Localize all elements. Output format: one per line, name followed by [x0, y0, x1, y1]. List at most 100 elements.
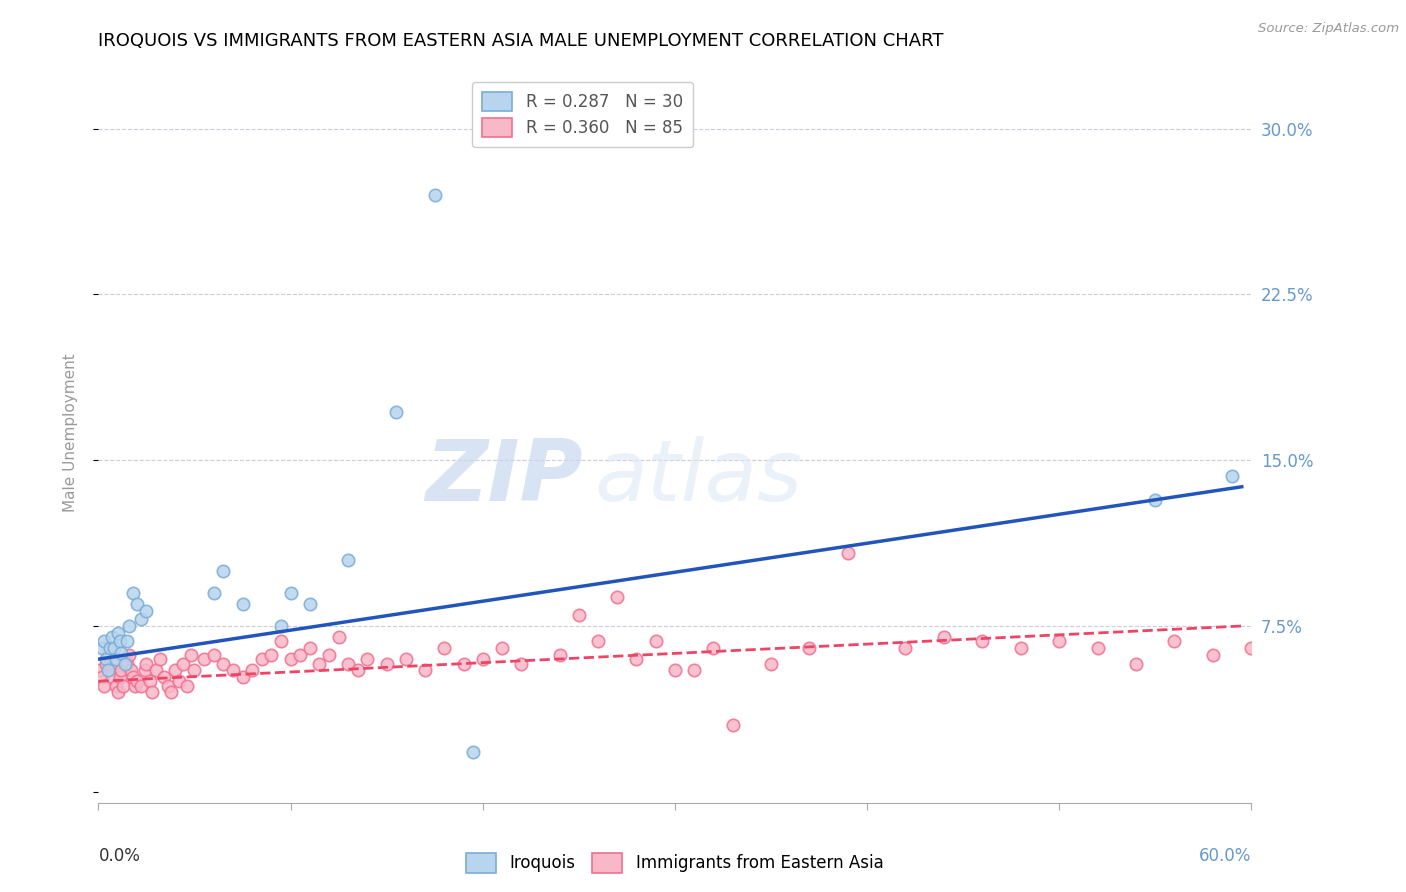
- Point: [626, 652, 648, 666]
- Point: [183, 663, 205, 677]
- Point: [231, 597, 254, 611]
- Point: [117, 634, 139, 648]
- Point: [298, 597, 321, 611]
- Point: [117, 657, 139, 671]
- Point: [1087, 641, 1109, 656]
- Point: [91, 670, 114, 684]
- Y-axis label: Male Unemployment: Male Unemployment: [63, 353, 77, 512]
- Point: [160, 685, 183, 699]
- Point: [270, 634, 292, 648]
- Point: [664, 663, 686, 677]
- Point: [135, 657, 157, 671]
- Point: [644, 634, 666, 648]
- Point: [202, 648, 225, 662]
- Point: [152, 670, 174, 684]
- Point: [114, 652, 136, 666]
- Point: [260, 648, 283, 662]
- Point: [759, 657, 782, 671]
- Point: [1010, 641, 1032, 656]
- Point: [107, 625, 129, 640]
- Point: [94, 652, 117, 666]
- Point: [606, 591, 628, 605]
- Point: [1220, 468, 1243, 483]
- Point: [93, 679, 115, 693]
- Point: [110, 663, 132, 677]
- Point: [433, 641, 456, 656]
- Point: [290, 648, 312, 662]
- Point: [453, 657, 475, 671]
- Point: [180, 648, 202, 662]
- Point: [1144, 493, 1167, 508]
- Point: [471, 652, 494, 666]
- Point: [193, 652, 215, 666]
- Point: [129, 612, 152, 626]
- Point: [231, 670, 254, 684]
- Point: [463, 745, 485, 759]
- Point: [568, 607, 591, 622]
- Point: [108, 670, 131, 684]
- Point: [395, 652, 418, 666]
- Point: [280, 586, 302, 600]
- Point: [298, 641, 321, 656]
- Point: [118, 648, 141, 662]
- Point: [89, 663, 111, 677]
- Legend: R = 0.287   N = 30, R = 0.360   N = 85: R = 0.287 N = 30, R = 0.360 N = 85: [472, 82, 693, 147]
- Point: [683, 663, 706, 677]
- Point: [172, 657, 194, 671]
- Point: [337, 657, 360, 671]
- Point: [94, 657, 117, 671]
- Point: [101, 630, 124, 644]
- Point: [91, 641, 114, 656]
- Point: [491, 641, 513, 656]
- Point: [98, 641, 121, 656]
- Point: [98, 657, 121, 671]
- Point: [837, 546, 859, 560]
- Point: [145, 663, 167, 677]
- Point: [1125, 657, 1147, 671]
- Point: [799, 641, 821, 656]
- Point: [337, 552, 360, 566]
- Point: [93, 634, 115, 648]
- Point: [1240, 641, 1263, 656]
- Point: [328, 630, 350, 644]
- Text: 0.0%: 0.0%: [98, 847, 141, 865]
- Text: IROQUOIS VS IMMIGRANTS FROM EASTERN ASIA MALE UNEMPLOYMENT CORRELATION CHART: IROQUOIS VS IMMIGRANTS FROM EASTERN ASIA…: [98, 32, 943, 50]
- Point: [212, 564, 235, 578]
- Point: [165, 663, 187, 677]
- Point: [423, 188, 446, 202]
- Point: [167, 674, 190, 689]
- Point: [118, 619, 141, 633]
- Point: [120, 663, 142, 677]
- Point: [510, 657, 533, 671]
- Point: [202, 586, 225, 600]
- Point: [97, 648, 120, 662]
- Point: [1047, 634, 1070, 648]
- Text: ZIP: ZIP: [425, 435, 582, 518]
- Text: atlas: atlas: [595, 435, 803, 518]
- Point: [308, 657, 330, 671]
- Point: [702, 641, 724, 656]
- Point: [280, 652, 302, 666]
- Point: [586, 634, 609, 648]
- Point: [375, 657, 398, 671]
- Point: [356, 652, 378, 666]
- Point: [250, 652, 273, 666]
- Point: [139, 674, 162, 689]
- Text: 60.0%: 60.0%: [1199, 847, 1251, 865]
- Point: [104, 652, 127, 666]
- Point: [270, 619, 292, 633]
- Point: [108, 634, 131, 648]
- Legend: Iroquois, Immigrants from Eastern Asia: Iroquois, Immigrants from Eastern Asia: [460, 847, 890, 880]
- Point: [1163, 634, 1185, 648]
- Point: [97, 663, 120, 677]
- Point: [125, 674, 148, 689]
- Point: [122, 670, 145, 684]
- Point: [125, 597, 148, 611]
- Point: [135, 603, 157, 617]
- Point: [385, 404, 408, 418]
- Point: [1202, 648, 1225, 662]
- Point: [176, 679, 198, 693]
- Point: [104, 679, 127, 693]
- Point: [103, 657, 125, 671]
- Point: [103, 641, 125, 656]
